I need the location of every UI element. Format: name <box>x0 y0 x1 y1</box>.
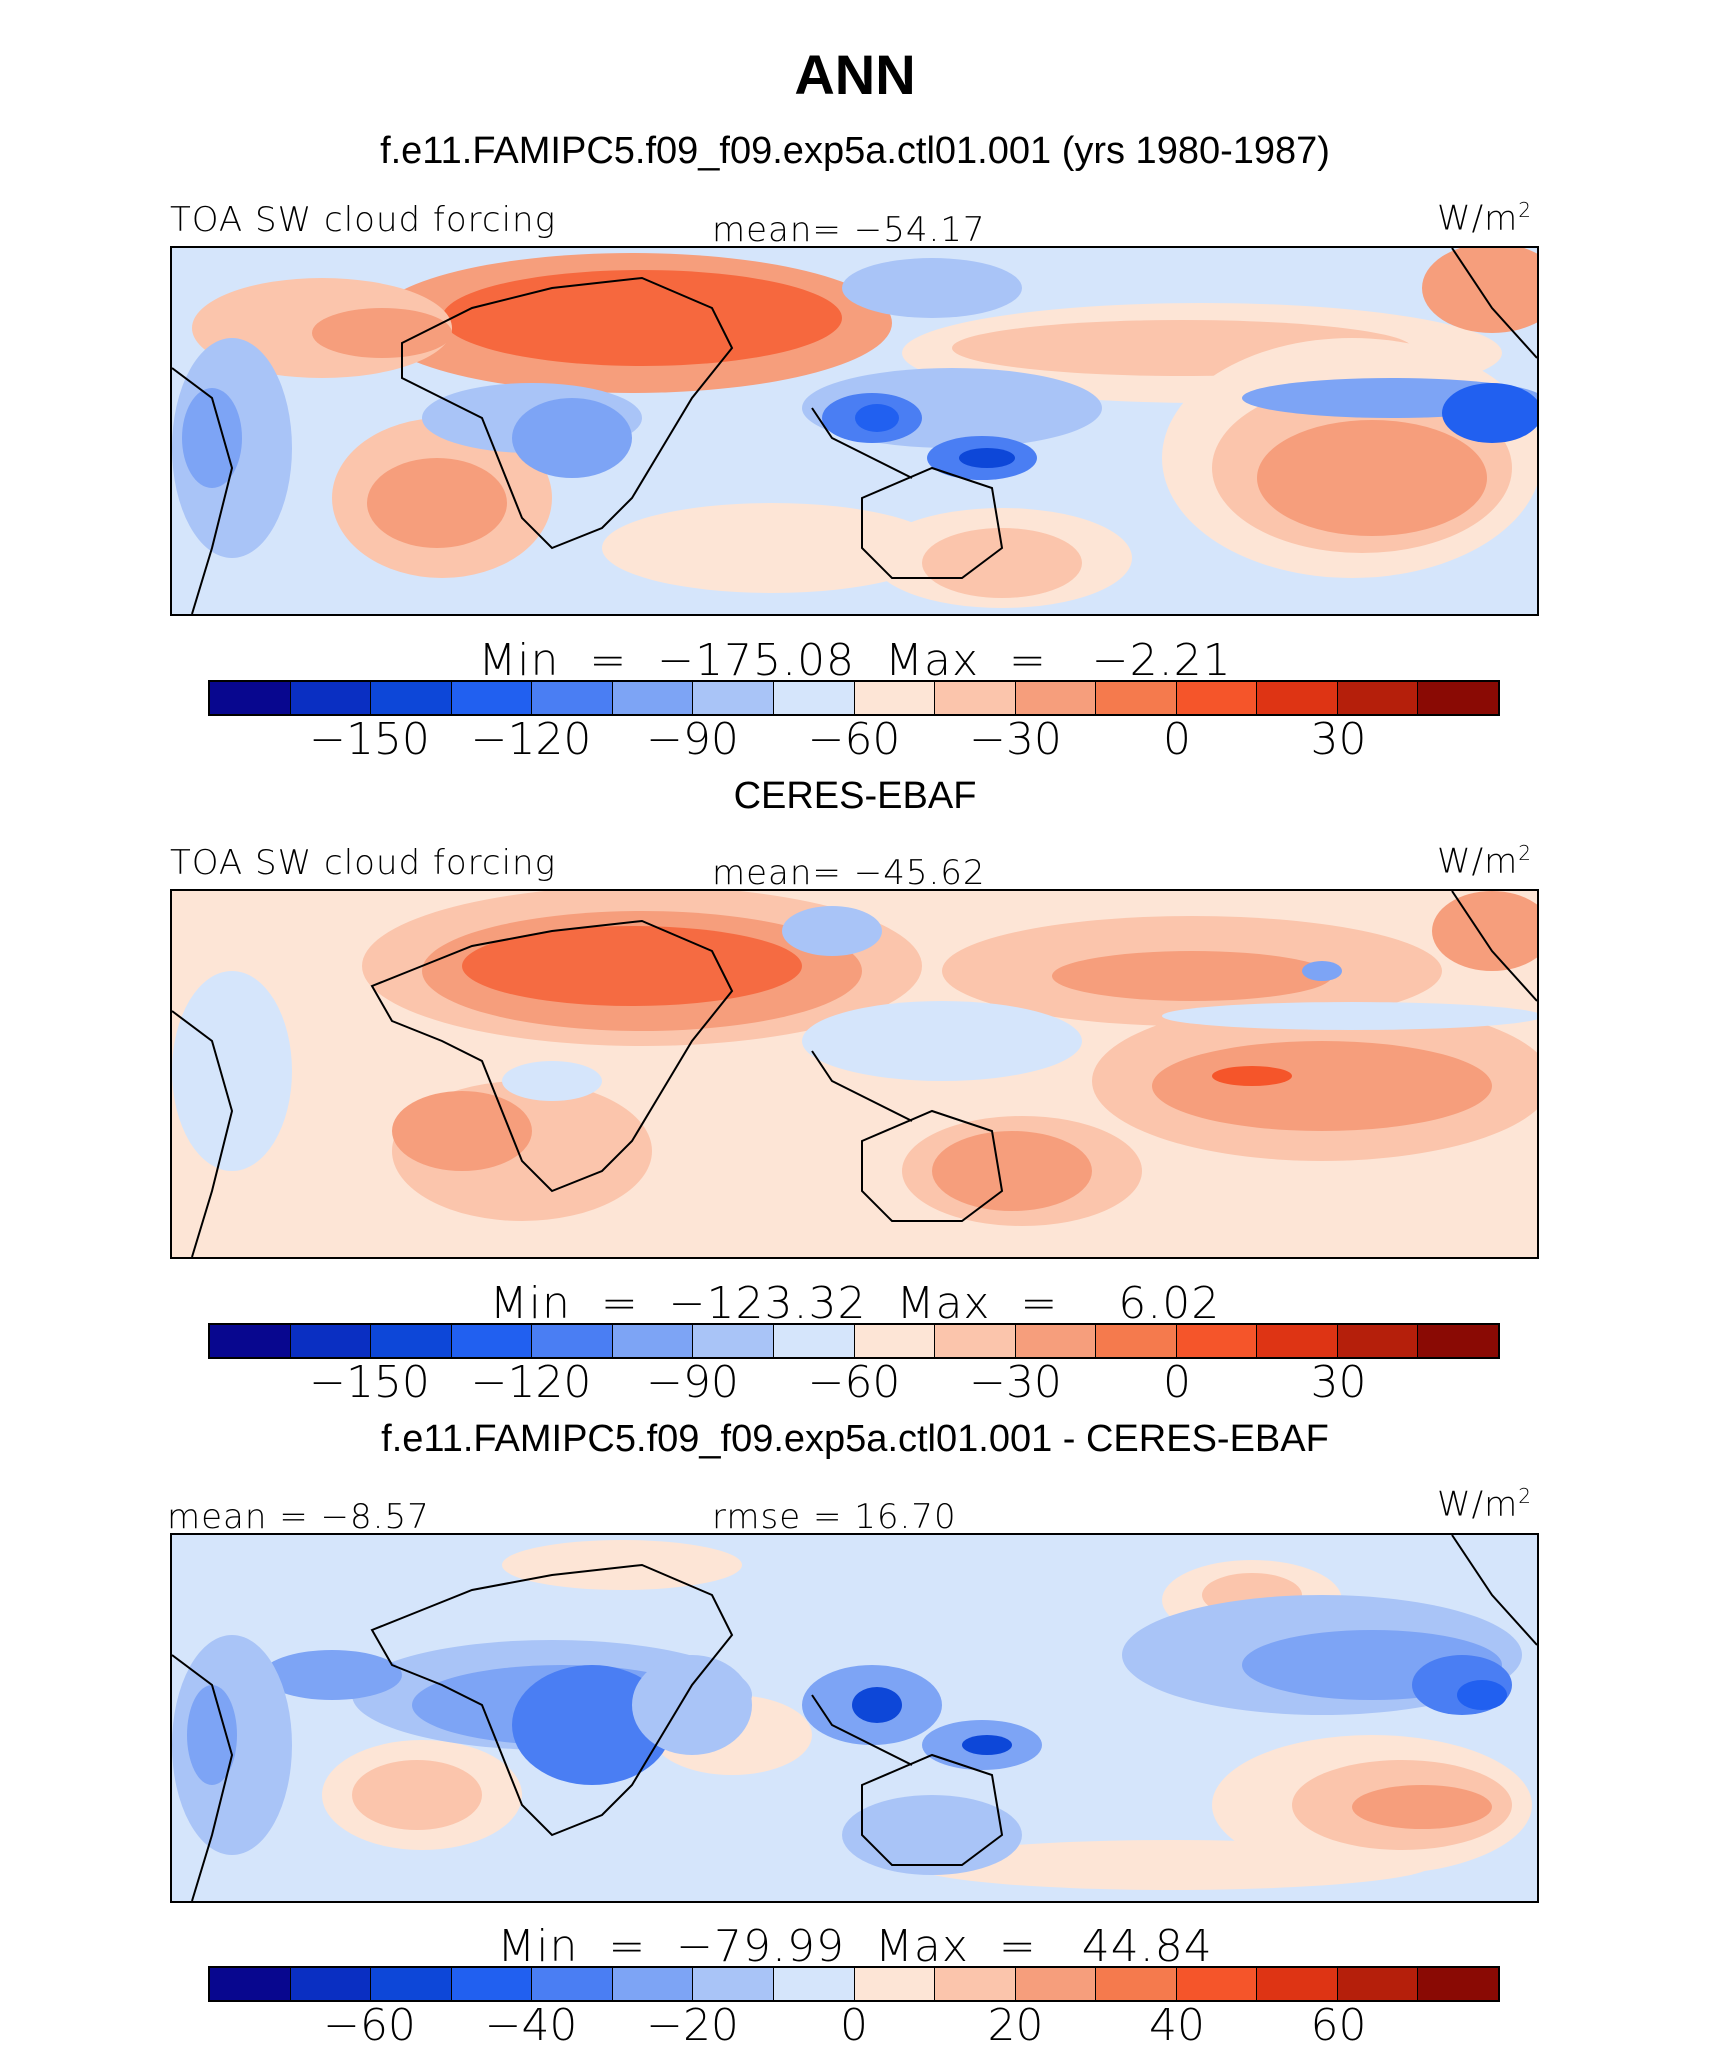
min-max-label: Min = −175.08 Max = −2.21 <box>478 635 1232 686</box>
colorbar <box>208 1323 1500 1359</box>
colorbar-tick-label: −150 <box>309 1357 430 1408</box>
colorbar-bin <box>773 1325 855 1357</box>
colorbar-ticks: −150 −120 −90 −60 −30 0 30 <box>0 714 1710 765</box>
mean-label: mean= −54.17 <box>712 210 986 250</box>
rmse-label: rmse = 16.70 <box>712 1497 957 1537</box>
colorbar-bin <box>854 682 936 714</box>
colorbar-bin <box>1015 1968 1097 2000</box>
colorbar-bin <box>1418 682 1498 714</box>
colorbar-tick-label: −60 <box>807 714 901 765</box>
colorbar-tick-label: −90 <box>646 714 739 765</box>
colorbar-bin <box>693 1325 774 1357</box>
units-label: W/m2 <box>1437 841 1532 882</box>
colorbar-ticks: −150 −120 −90 −60 −30 0 30 <box>0 1357 1710 1408</box>
colorbar-bin <box>1257 682 1338 714</box>
colorbar-tick-label: 30 <box>1310 1357 1367 1408</box>
colorbar-bin <box>451 1325 533 1357</box>
colorbar-bin <box>1257 1968 1338 2000</box>
colorbar-tick-label: −30 <box>969 1357 1062 1408</box>
colorbar-bin <box>773 1968 855 2000</box>
colorbar-tick-label: −120 <box>470 714 592 765</box>
colorbar-tick-label: −60 <box>807 1357 901 1408</box>
colorbar-bin <box>935 1325 1016 1357</box>
units-label: W/m2 <box>1437 1484 1532 1525</box>
colorbar-tick-label: 20 <box>987 2000 1044 2051</box>
colorbar-bin <box>1015 1325 1097 1357</box>
colorbar-bin <box>693 682 774 714</box>
colorbar-tick-label: −30 <box>969 714 1062 765</box>
colorbar-bin <box>451 682 533 714</box>
colorbar-tick-label: 60 <box>1310 2000 1367 2051</box>
colorbar-tick-label: −150 <box>309 714 430 765</box>
colorbar-ticks: −60 −40 −20 0 20 40 60 <box>0 2000 1710 2051</box>
colorbar-bin <box>532 1968 613 2000</box>
colorbar-bin <box>210 682 291 714</box>
colorbar-bin <box>371 682 452 714</box>
colorbar-bin <box>612 682 694 714</box>
colorbar-bin <box>290 1325 372 1357</box>
colorbar-bin <box>371 1968 452 2000</box>
colorbar-tick-label: −90 <box>646 1357 739 1408</box>
colorbar-bin <box>1096 1968 1177 2000</box>
colorbar-bin <box>854 1325 936 1357</box>
colorbar-bin <box>1337 682 1419 714</box>
min-max-label: Min = −123.32 Max = 6.02 <box>489 1278 1221 1329</box>
colorbar-tick-label: 30 <box>1310 714 1367 765</box>
colorbar-bin <box>935 1968 1016 2000</box>
difference-map <box>170 1533 1539 1903</box>
colorbar-bin <box>210 1968 291 2000</box>
figure-title: ANN <box>794 43 916 106</box>
colorbar-bin <box>1418 1968 1498 2000</box>
colorbar-bin <box>854 1968 936 2000</box>
colorbar-tick-label: 0 <box>840 2000 868 2051</box>
colorbar-tick-label: 0 <box>1163 1357 1191 1408</box>
field-label: TOA SW cloud forcing <box>170 843 556 883</box>
obs-map <box>170 889 1539 1259</box>
colorbar-tick-label: −20 <box>646 2000 739 2051</box>
colorbar-bin <box>1337 1325 1419 1357</box>
colorbar-tick-label: 40 <box>1149 2000 1205 2051</box>
colorbar-bin <box>1176 1968 1258 2000</box>
colorbar-tick-label: −120 <box>470 1357 592 1408</box>
field-label: TOA SW cloud forcing <box>170 200 556 240</box>
case-title-obs: CERES-EBAF <box>733 775 977 817</box>
colorbar <box>208 1966 1500 2002</box>
colorbar-bin <box>290 1968 372 2000</box>
colorbar-bin <box>290 682 372 714</box>
min-max-label: Min = −79.99 Max = 44.84 <box>497 1921 1213 1972</box>
case-title-model: f.e11.FAMIPC5.f09_f09.exp5a.ctl01.001 (y… <box>380 130 1330 172</box>
colorbar-bin <box>210 1325 291 1357</box>
colorbar-bin <box>773 682 855 714</box>
colorbar-bin <box>451 1968 533 2000</box>
units-label: W/m2 <box>1437 198 1532 239</box>
mean-label: mean = −8.57 <box>167 1497 430 1537</box>
colorbar-tick-label: 0 <box>1163 714 1191 765</box>
colorbar-bin <box>935 682 1016 714</box>
colorbar-bin <box>532 1325 613 1357</box>
colorbar-bin <box>532 682 613 714</box>
mean-label: mean= −45.62 <box>712 853 986 893</box>
colorbar-tick-label: −60 <box>323 2000 416 2051</box>
colorbar-bin <box>1418 1325 1498 1357</box>
colorbar-bin <box>612 1325 694 1357</box>
model-map <box>170 246 1539 616</box>
colorbar-bin <box>693 1968 774 2000</box>
colorbar-bin <box>1015 682 1097 714</box>
colorbar-bin <box>1176 1325 1258 1357</box>
colorbar-bin <box>1257 1325 1338 1357</box>
colorbar <box>208 680 1500 716</box>
colorbar-bin <box>1337 1968 1419 2000</box>
colorbar-bin <box>371 1325 452 1357</box>
colorbar-bin <box>1096 682 1177 714</box>
case-title-diff: f.e11.FAMIPC5.f09_f09.exp5a.ctl01.001 - … <box>381 1418 1329 1460</box>
colorbar-bin <box>1176 682 1258 714</box>
colorbar-tick-label: −40 <box>484 2000 578 2051</box>
colorbar-bin <box>612 1968 694 2000</box>
colorbar-bin <box>1096 1325 1177 1357</box>
